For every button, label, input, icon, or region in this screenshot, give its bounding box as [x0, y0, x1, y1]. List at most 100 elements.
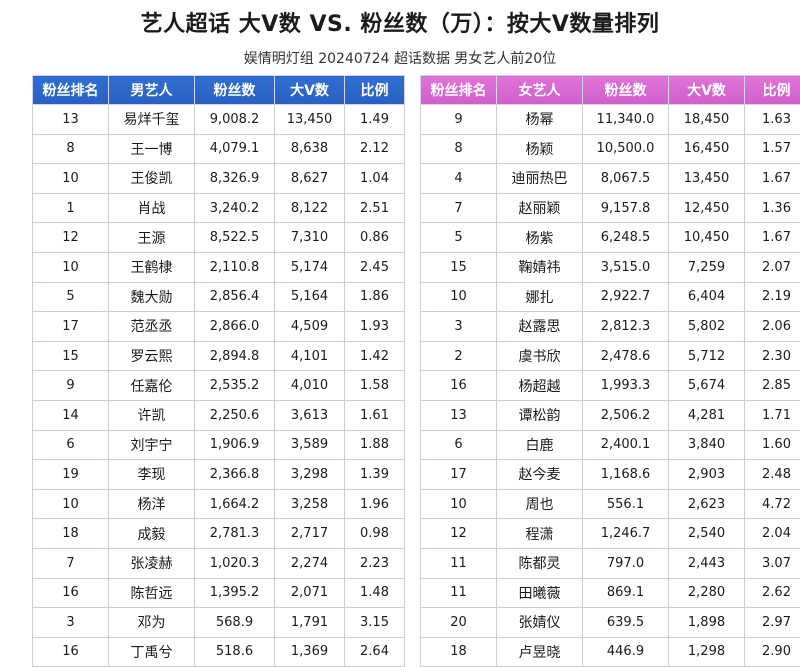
female-header-artist-name: 女艺人	[497, 76, 583, 105]
artist-name-cell: 虞书欣	[497, 341, 583, 371]
fans-cell: 797.0	[583, 548, 669, 578]
fans-cell: 2,781.3	[195, 519, 275, 549]
fans-cell: 2,894.8	[195, 341, 275, 371]
ratio-cell: 1.88	[345, 430, 405, 460]
fan-rank-cell: 16	[421, 371, 497, 401]
ratio-cell: 1.04	[345, 164, 405, 194]
ratio-cell: 4.72	[745, 489, 800, 519]
big-v-count-cell: 2,443	[669, 548, 745, 578]
fans-cell: 1,906.9	[195, 430, 275, 460]
fans-cell: 1,020.3	[195, 548, 275, 578]
fans-cell: 8,067.5	[583, 164, 669, 194]
male-header-fans: 粉丝数	[195, 76, 275, 105]
big-v-count-cell: 4,101	[275, 341, 345, 371]
artist-name-cell: 李现	[109, 460, 195, 490]
fan-rank-cell: 3	[421, 312, 497, 342]
ratio-cell: 1.71	[745, 400, 800, 430]
big-v-count-cell: 8,627	[275, 164, 345, 194]
fan-rank-cell: 10	[33, 252, 109, 282]
fan-rank-cell: 17	[33, 312, 109, 342]
fan-rank-cell: 1	[33, 193, 109, 223]
fan-rank-cell: 10	[421, 489, 497, 519]
big-v-count-cell: 3,258	[275, 489, 345, 519]
fan-rank-cell: 5	[33, 282, 109, 312]
fans-cell: 9,008.2	[195, 105, 275, 135]
fans-cell: 8,522.5	[195, 223, 275, 253]
fans-cell: 2,366.8	[195, 460, 275, 490]
female-header-fan-rank: 粉丝排名	[421, 76, 497, 105]
ratio-cell: 2.23	[345, 548, 405, 578]
big-v-count-cell: 16,450	[669, 134, 745, 164]
female-header-fans: 粉丝数	[583, 76, 669, 105]
artist-name-cell: 鞠婧祎	[497, 252, 583, 282]
male-header-fan-rank: 粉丝排名	[33, 76, 109, 105]
fans-cell: 1,168.6	[583, 460, 669, 490]
ratio-cell: 1.61	[345, 400, 405, 430]
artist-name-cell: 魏大勋	[109, 282, 195, 312]
ratio-cell: 1.39	[345, 460, 405, 490]
ratio-cell: 2.62	[745, 578, 800, 608]
artist-name-cell: 赵露思	[497, 312, 583, 342]
artist-name-cell: 易烊千玺	[109, 105, 195, 135]
page-title: 艺人超话 大V数 VS. 粉丝数（万）：按大V数量排列	[0, 6, 800, 38]
fan-rank-cell: 12	[421, 519, 497, 549]
big-v-count-cell: 6,404	[669, 282, 745, 312]
big-v-count-cell: 2,274	[275, 548, 345, 578]
artist-name-cell: 许凯	[109, 400, 195, 430]
big-v-count-cell: 13,450	[669, 164, 745, 194]
artist-name-cell: 王一博	[109, 134, 195, 164]
fan-rank-cell: 11	[421, 548, 497, 578]
male-header-big-v-count: 大V数	[275, 76, 345, 105]
artist-name-cell: 任嘉伦	[109, 371, 195, 401]
ratio-cell: 3.07	[745, 548, 800, 578]
fan-rank-cell: 10	[421, 282, 497, 312]
fan-rank-cell: 15	[421, 252, 497, 282]
big-v-count-cell: 18,450	[669, 105, 745, 135]
ratio-cell: 3.15	[345, 608, 405, 638]
big-v-count-cell: 2,903	[669, 460, 745, 490]
fans-cell: 2,812.3	[583, 312, 669, 342]
artist-name-cell: 张凌赫	[109, 548, 195, 578]
ratio-cell: 2.30	[745, 341, 800, 371]
big-v-count-cell: 7,259	[669, 252, 745, 282]
fan-rank-cell: 4	[421, 164, 497, 194]
ratio-cell: 0.98	[345, 519, 405, 549]
ratio-cell: 2.04	[745, 519, 800, 549]
male-header-ratio: 比例	[345, 76, 405, 105]
ratio-cell: 2.45	[345, 252, 405, 282]
big-v-count-cell: 5,164	[275, 282, 345, 312]
fan-rank-cell: 13	[33, 105, 109, 135]
ratio-cell: 1.48	[345, 578, 405, 608]
fan-rank-cell: 19	[33, 460, 109, 490]
fans-cell: 639.5	[583, 608, 669, 638]
fans-cell: 4,079.1	[195, 134, 275, 164]
big-v-count-cell: 2,071	[275, 578, 345, 608]
fan-rank-cell: 5	[421, 223, 497, 253]
artist-name-cell: 王俊凯	[109, 164, 195, 194]
fans-cell: 2,535.2	[195, 371, 275, 401]
ratio-cell: 1.60	[745, 430, 800, 460]
big-v-count-cell: 2,623	[669, 489, 745, 519]
artist-name-cell: 陈哲远	[109, 578, 195, 608]
fan-rank-cell: 7	[421, 193, 497, 223]
fan-rank-cell: 15	[33, 341, 109, 371]
artist-name-cell: 迪丽热巴	[497, 164, 583, 194]
ratio-cell: 2.97	[745, 608, 800, 638]
